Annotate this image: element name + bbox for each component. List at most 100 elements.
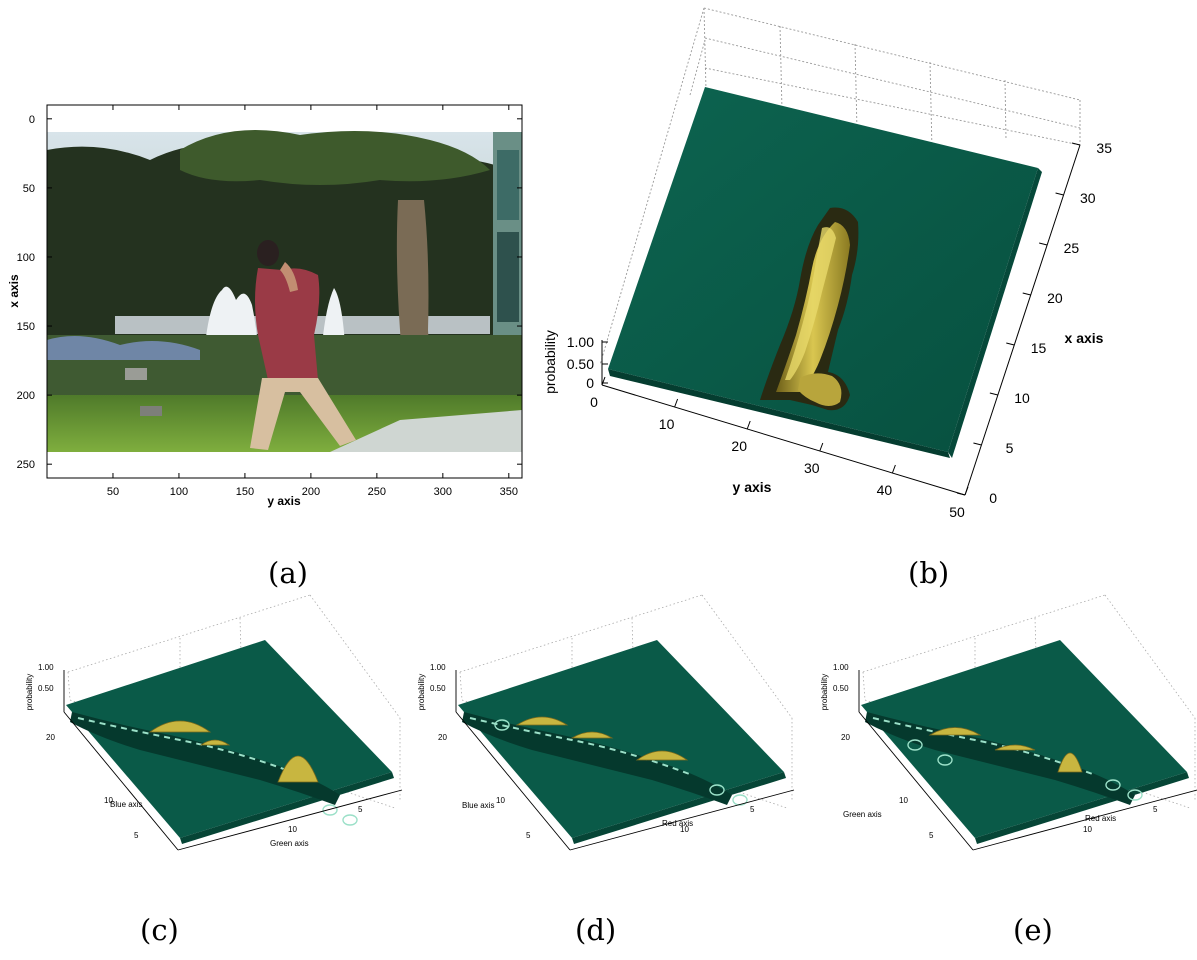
x-tick-label: 5 (358, 805, 363, 814)
axis-lines (455, 670, 795, 851)
box-gridlines (599, 7, 1081, 366)
z-tick-label: 1.00 (430, 663, 446, 672)
x-tick-label: 10 (1083, 825, 1092, 834)
z-axis-label: probability (417, 674, 426, 710)
caption-e: (e) (1013, 913, 1053, 947)
axes-frame (46, 104, 523, 479)
x-tick-label: 0 (590, 394, 598, 410)
y-tick-label: 20 (1047, 290, 1063, 306)
x-axis-label: y axis (733, 479, 772, 495)
x-tick (601, 376, 606, 386)
x-tick (746, 420, 751, 430)
caption-c: (c) (140, 913, 179, 947)
y-tick-label: 150 (17, 321, 35, 333)
x-tick-label: 10 (288, 825, 297, 834)
y-axis-label: x axis (7, 274, 21, 308)
y-axis-label: x axis (1065, 330, 1104, 346)
x-tick-label: 250 (368, 486, 386, 498)
z-tick-label: 0.50 (833, 684, 849, 693)
y-tick (1006, 342, 1015, 346)
y-tick-label: 5 (1006, 440, 1014, 456)
y-tick-label: 5 (134, 831, 139, 840)
y-tick-label: 5 (526, 831, 531, 840)
z-axis-label: probability (820, 674, 829, 710)
x-tick (674, 398, 679, 408)
z-tick-label: 0 (586, 375, 594, 391)
y-tick-label: 25 (1064, 240, 1080, 256)
z-axis-label: probability (542, 330, 558, 394)
surface-peak (515, 716, 569, 726)
x-tick-label: 30 (804, 460, 820, 476)
y-tick (989, 392, 998, 396)
z-tick-label: 0.50 (567, 356, 594, 372)
panel-a: 50 100 150 200 250 300 350 0 50 100 150 200 250 y ax… (7, 104, 523, 508)
x-axis-label: Green axis (270, 839, 309, 848)
y-tick (1022, 292, 1031, 296)
panel-d: 1.00 0.50 20 10 5 10 5 probability Blue axis Red … (417, 594, 795, 851)
caption-b: (b) (908, 556, 950, 590)
y-tick-label: 30 (1080, 190, 1096, 206)
y-tick-label: 20 (841, 733, 850, 742)
y-tick-label: 15 (1031, 340, 1047, 356)
z-tick-label: 0.50 (430, 684, 446, 693)
x-axis-label: Red axis (662, 819, 693, 828)
y-axis-label: Blue axis (110, 800, 142, 809)
surface-bump (1127, 789, 1143, 801)
panel-c: 1.00 0.50 20 10 5 10 5 probability Blue axis Gree… (25, 594, 403, 851)
x-tick-label: 20 (731, 438, 747, 454)
surface-peak (928, 727, 982, 736)
panel-b: 0 10 20 30 40 50 0 5 10 15 20 25 30 35 0 0.50 1.00 y axi… (542, 7, 1112, 520)
surface-edge (572, 772, 786, 844)
y-tick-label: 0 (29, 114, 35, 126)
y-tick-label: 50 (23, 183, 35, 195)
y-tick (1055, 192, 1064, 196)
y-tick-label: 100 (17, 252, 35, 264)
x-tick-label: 5 (750, 805, 755, 814)
x-tick-label: 300 (434, 486, 452, 498)
surface-ridge (70, 712, 340, 805)
axis-lines (601, 144, 1081, 496)
caption-d: (d) (575, 913, 617, 947)
z-axis-label: probability (25, 674, 34, 710)
y-axis-label: Green axis (843, 810, 882, 819)
y-tick-label: 20 (46, 733, 55, 742)
x-tick (819, 442, 824, 452)
y-tick-label: 10 (899, 796, 908, 805)
x-tick-label: 100 (170, 486, 188, 498)
x-tick-label: 5 (1153, 805, 1158, 814)
surface-bump (937, 754, 953, 766)
x-tick-label: 10 (659, 416, 675, 432)
z-tick-label: 1.00 (38, 663, 54, 672)
surface-bump (322, 804, 338, 816)
surface-peak (635, 750, 689, 761)
surface-peak (570, 731, 614, 739)
y-tick (1039, 242, 1048, 246)
photo (47, 130, 522, 452)
x-tick-label: 350 (500, 486, 518, 498)
y-tick (956, 492, 966, 496)
x-axis-label: Red axis (1085, 814, 1116, 823)
y-tick-label: 250 (17, 459, 35, 471)
surface-peak (1057, 752, 1083, 773)
y-tick-label: 200 (17, 390, 35, 402)
surface-bump (907, 739, 923, 751)
surface-edge (180, 772, 394, 844)
y-tick-label: 10 (496, 796, 505, 805)
panel-e: 1.00 0.50 20 10 5 10 5 probability Green axis Red… (820, 594, 1197, 851)
axis-ticks: 0 10 20 30 40 50 0 5 10 15 20 25 30 35 0 0.50 1.00 (567, 140, 1112, 520)
axis-ticks: 50 100 150 200 250 300 350 0 50 100 150 200 250 (17, 105, 522, 498)
x-tick-label: 50 (107, 486, 119, 498)
z-tick-label: 1.00 (833, 663, 849, 672)
surface-ridge (462, 712, 732, 805)
y-tick-label: 10 (1014, 390, 1030, 406)
x-tick (964, 486, 969, 496)
axis-lines (858, 670, 1197, 851)
surface-peak (199, 739, 231, 746)
y-tick-label: 0 (989, 490, 997, 506)
z-tick-label: 0.50 (38, 684, 54, 693)
y-tick (973, 442, 982, 446)
x-tick-label: 10 (680, 825, 689, 834)
y-tick-label: 10 (104, 796, 113, 805)
y-tick (1071, 142, 1081, 146)
